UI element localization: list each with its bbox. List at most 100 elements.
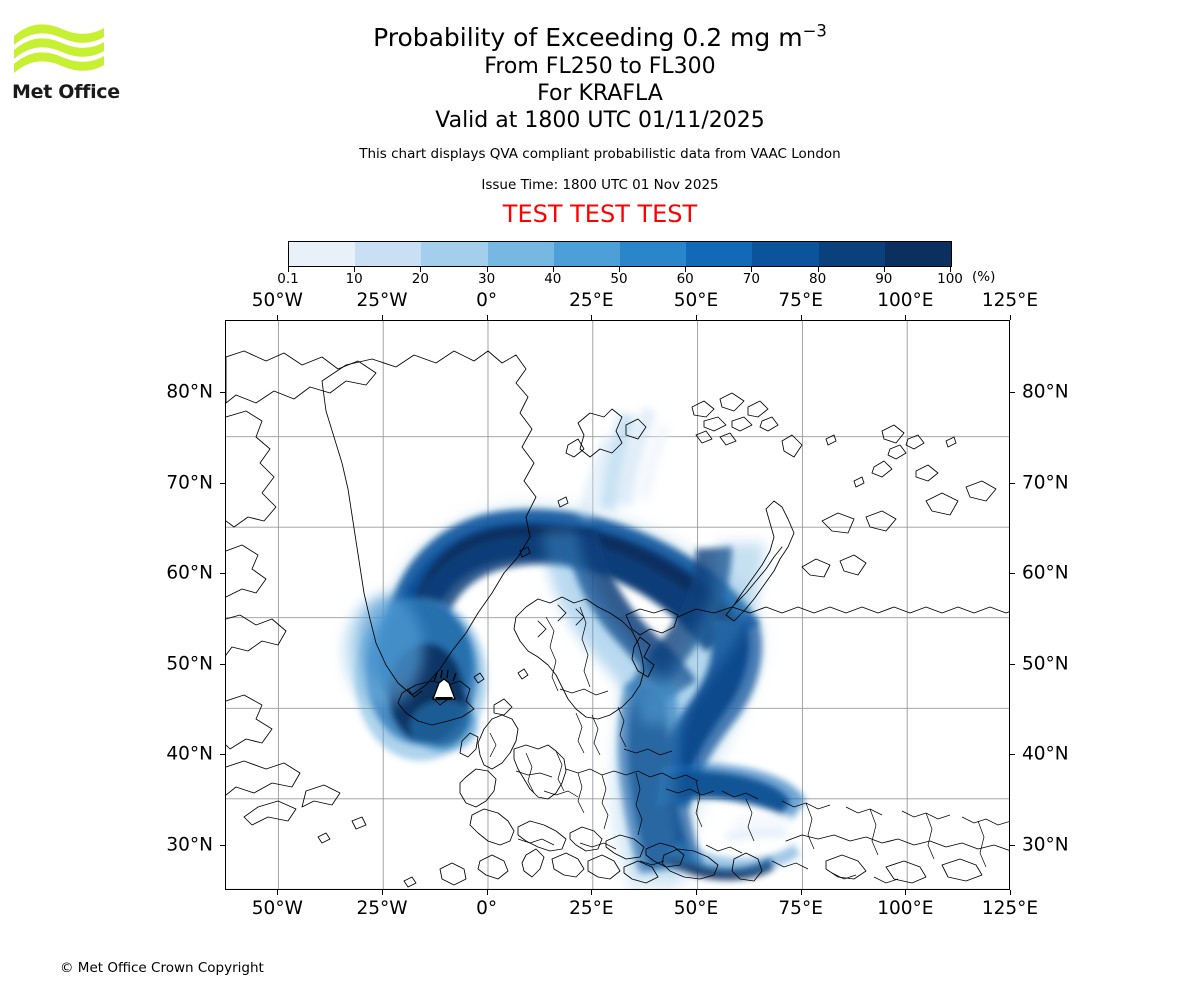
axis-tick-mark bbox=[220, 663, 225, 665]
axis-tick-mark bbox=[486, 315, 488, 320]
ash-probability-field bbox=[344, 407, 806, 889]
lon-label-bottom-0: 50°W bbox=[251, 898, 303, 919]
colorbar-tick-label: 10 bbox=[345, 271, 363, 287]
axis-tick-mark bbox=[277, 315, 279, 320]
chart-title-exponent: −3 bbox=[802, 21, 827, 41]
lat-label-left-4: 70°N bbox=[166, 472, 213, 494]
colorbar-tick-label: 80 bbox=[809, 271, 827, 287]
colorbar-swatch-0 bbox=[289, 242, 356, 266]
colorbar-tick-mark bbox=[685, 267, 687, 272]
colorbar-swatch-5 bbox=[620, 242, 687, 266]
colorbar-tick-label: 90 bbox=[875, 271, 893, 287]
colorbar-tick-label: 0.1 bbox=[277, 271, 299, 287]
axis-tick-mark bbox=[905, 890, 907, 895]
lat-label-left-0: 30°N bbox=[166, 834, 213, 856]
colorbar-swatch-8 bbox=[818, 242, 885, 266]
colorbar-swatch-2 bbox=[421, 242, 488, 266]
axis-tick-mark bbox=[1010, 392, 1015, 394]
colorbar-swatch-3 bbox=[487, 242, 554, 266]
colorbar-tick-mark bbox=[883, 267, 885, 272]
colorbar-tick-label: 70 bbox=[742, 271, 760, 287]
axis-tick-mark bbox=[382, 315, 383, 320]
axis-tick-mark bbox=[800, 315, 802, 320]
axis-tick-mark bbox=[1010, 890, 1011, 895]
subtitle-valid-time: Valid at 1800 UTC 01/11/2025 bbox=[435, 108, 765, 133]
lon-label-bottom-1: 25°W bbox=[356, 898, 408, 919]
axis-tick-mark bbox=[220, 392, 225, 394]
lat-label-left-1: 40°N bbox=[166, 743, 213, 765]
axis-tick-mark bbox=[277, 890, 279, 895]
map-canvas bbox=[226, 321, 1009, 889]
colorbar-tick-label: 100 bbox=[937, 271, 963, 287]
axis-tick-mark bbox=[1010, 844, 1015, 846]
colorbar-tick-label: 50 bbox=[610, 271, 628, 287]
lon-label-bottom-3: 25°E bbox=[569, 898, 614, 919]
colorbar-tick-mark bbox=[354, 267, 356, 272]
axis-tick-mark bbox=[382, 890, 383, 895]
lat-label-right-4: 70°N bbox=[1022, 472, 1069, 494]
probability-colorbar: 0.1 10 20 30 40 50 60 70 80 90 100 bbox=[277, 241, 963, 287]
subtitle-volcano: For KRAFLA bbox=[537, 81, 663, 106]
colorbar-tick-label: 40 bbox=[544, 271, 562, 287]
axis-tick-mark bbox=[591, 890, 593, 895]
colorbar-tick-label: 20 bbox=[411, 271, 429, 287]
issue-time-text: Issue Time: 1800 UTC 01 Nov 2025 bbox=[481, 177, 719, 193]
colorbar-swatch-4 bbox=[553, 242, 621, 266]
test-banner: TEST TEST TEST bbox=[502, 200, 698, 228]
lat-label-right-1: 40°N bbox=[1022, 743, 1069, 765]
lon-label-top-3: 25°E bbox=[569, 290, 614, 311]
lon-label-top-6: 100°E bbox=[877, 290, 934, 311]
axis-tick-mark bbox=[220, 754, 225, 756]
lon-label-bottom-5: 75°E bbox=[778, 898, 823, 919]
colorbar-tick-mark bbox=[552, 267, 554, 272]
colorbar-tick-mark bbox=[751, 267, 753, 272]
subtitle-flight-levels: From FL250 to FL300 bbox=[484, 54, 716, 79]
lon-label-bottom-7: 125°E bbox=[981, 898, 1039, 919]
lon-label-top-7: 125°E bbox=[981, 290, 1039, 311]
colorbar-tick-label: 60 bbox=[676, 271, 694, 287]
colorbar-tick-label: 30 bbox=[478, 271, 496, 287]
copyright-notice: © Met Office Crown Copyright bbox=[60, 960, 264, 976]
map-country-borders bbox=[489, 606, 1009, 884]
chart-title-text: Probability of Exceeding 0.2 mg m bbox=[373, 23, 803, 52]
chart-header: Probability of Exceeding 0.2 mg m−3 From… bbox=[150, 22, 1050, 228]
axis-tick-mark bbox=[800, 890, 802, 895]
lat-label-right-5: 80°N bbox=[1022, 381, 1069, 403]
axis-tick-mark bbox=[905, 315, 907, 320]
lon-label-bottom-6: 100°E bbox=[877, 898, 934, 919]
axis-tick-mark bbox=[696, 315, 697, 320]
axis-tick-mark bbox=[1010, 754, 1015, 756]
colorbar-gradient bbox=[288, 241, 952, 267]
lon-label-bottom-2: 0° bbox=[476, 898, 498, 919]
axis-tick-mark bbox=[1010, 482, 1015, 484]
lon-label-top-0: 50°W bbox=[251, 290, 303, 311]
axis-tick-mark bbox=[220, 573, 225, 575]
colorbar-tick-labels: 0.1 10 20 30 40 50 60 70 80 90 100 bbox=[277, 267, 963, 287]
colorbar-swatch-9 bbox=[884, 242, 952, 266]
lon-label-top-1: 25°W bbox=[356, 290, 408, 311]
axis-tick-mark bbox=[696, 890, 697, 895]
colorbar-swatch-1 bbox=[355, 242, 422, 266]
lon-label-top-2: 0° bbox=[476, 290, 498, 311]
met-office-logo: Met Office bbox=[12, 22, 132, 103]
lat-label-right-2: 50°N bbox=[1022, 653, 1069, 675]
axis-tick-mark bbox=[1010, 663, 1015, 665]
colorbar-tick-mark bbox=[288, 267, 289, 272]
lat-label-left-3: 60°N bbox=[166, 562, 213, 584]
qva-compliance-note: This chart displays QVA compliant probab… bbox=[359, 146, 841, 162]
chart-title: Probability of Exceeding 0.2 mg m−3 bbox=[150, 22, 1050, 53]
lat-label-right-3: 60°N bbox=[1022, 562, 1069, 584]
colorbar-tick-mark bbox=[420, 267, 422, 272]
lat-label-left-2: 50°N bbox=[166, 653, 213, 675]
map-plot-area bbox=[225, 320, 1010, 890]
colorbar-swatch-6 bbox=[686, 242, 753, 266]
axis-tick-mark bbox=[220, 844, 225, 846]
lon-label-top-4: 50°E bbox=[673, 290, 719, 311]
axis-tick-mark bbox=[220, 482, 225, 484]
colorbar-tick-mark bbox=[950, 267, 951, 272]
colorbar-tick-mark bbox=[817, 267, 819, 272]
axis-tick-mark bbox=[1010, 315, 1011, 320]
map-coastlines bbox=[226, 350, 1009, 888]
colorbar-tick-mark bbox=[619, 267, 620, 272]
met-office-waves-icon bbox=[14, 24, 104, 73]
